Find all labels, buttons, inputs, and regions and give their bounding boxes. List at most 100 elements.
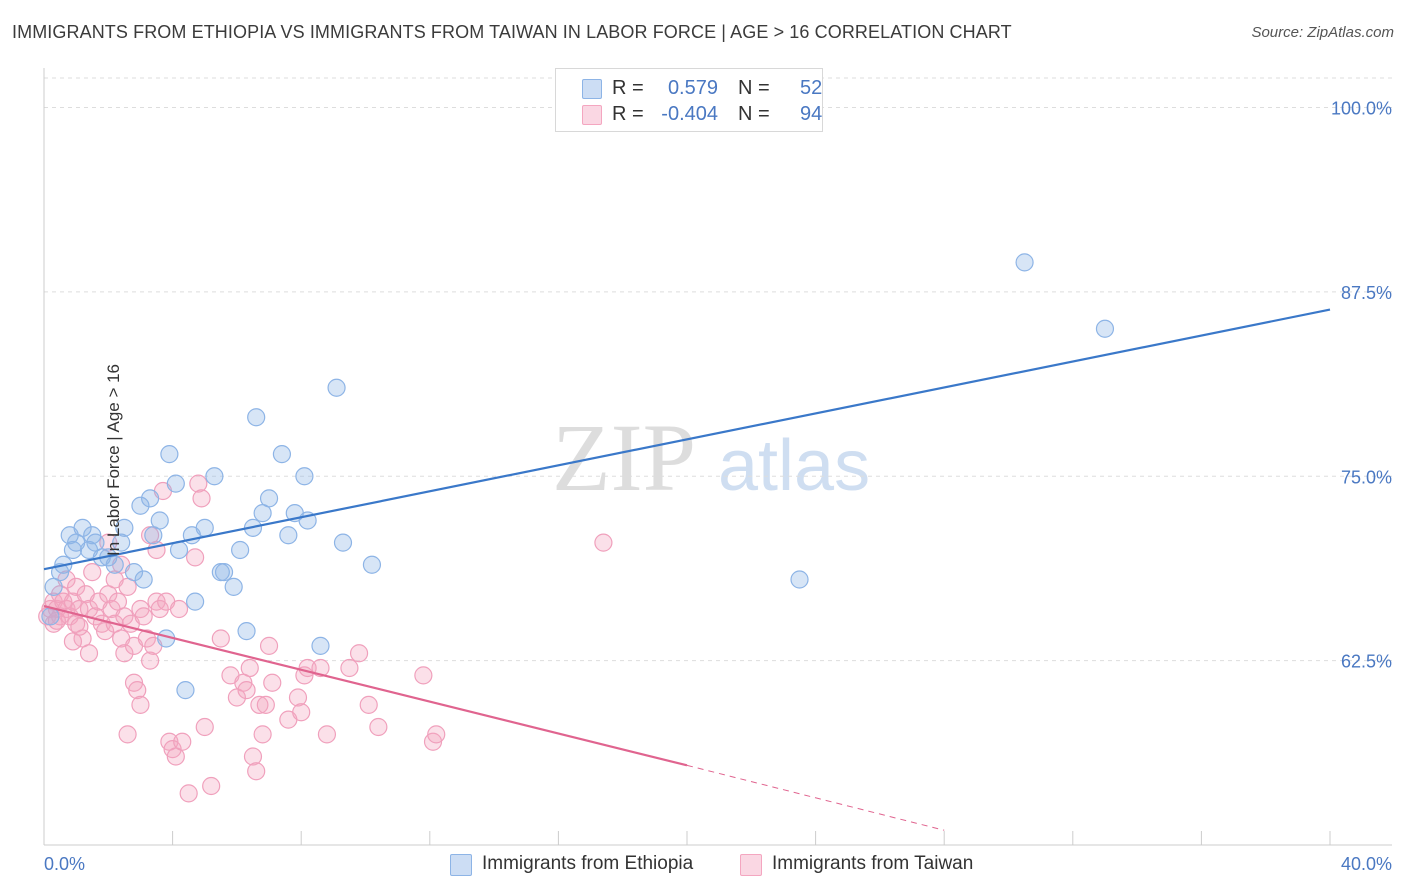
taiwan-swatch	[582, 105, 602, 125]
ethiopia-point	[112, 533, 131, 552]
ethiopia-point	[237, 622, 256, 641]
taiwan-point	[240, 658, 259, 678]
ethiopia-point	[247, 408, 266, 427]
taiwan-point	[427, 725, 446, 744]
taiwan-point	[179, 784, 198, 803]
ethiopia-point	[195, 518, 214, 537]
tick-labels: 62.5% 75.0% 87.5% 100.0% 0.0% 40.0%	[44, 99, 1392, 875]
ethiopia-point	[176, 681, 195, 700]
ethiopia-point	[272, 445, 292, 464]
taiwan-point	[118, 725, 137, 744]
x-tick-label-max: 40.0%	[1341, 854, 1392, 874]
taiwan-point	[250, 695, 269, 714]
taiwan-point	[140, 651, 160, 670]
ethiopia-point	[327, 378, 346, 397]
chart-title: IMMIGRANTS FROM ETHIOPIA VS IMMIGRANTS F…	[12, 22, 1012, 42]
taiwan-point	[259, 636, 279, 655]
y-axis-label: In Labor Force | Age > 16	[104, 363, 124, 557]
trendlines	[43, 308, 1331, 831]
taiwan-point	[134, 607, 153, 626]
taiwan-point	[202, 776, 221, 796]
y-tick-label: 100.0%	[1331, 99, 1392, 119]
taiwan-point	[95, 622, 115, 641]
taiwan-point	[211, 629, 230, 648]
trendline-taiwan	[43, 604, 688, 767]
ethiopia-point	[186, 592, 205, 611]
r-label: R =	[612, 77, 644, 99]
taiwan-point	[256, 695, 275, 714]
ethiopia-point	[140, 489, 160, 508]
taiwan-point	[359, 695, 378, 714]
taiwan-point	[63, 632, 83, 651]
legend-item-taiwan[interactable]: Immigrants from Taiwan	[740, 852, 1000, 876]
n-value: 94	[800, 103, 823, 125]
taiwan-point	[128, 681, 147, 700]
axes	[43, 68, 1392, 846]
ethiopia-point	[224, 577, 243, 596]
taiwan-point	[186, 548, 205, 567]
x-tick-label-min: 0.0%	[44, 854, 85, 874]
taiwan-point	[253, 725, 272, 744]
ethiopia-point	[105, 555, 124, 574]
ethiopia-point	[134, 570, 153, 589]
ethiopia-point	[231, 540, 250, 560]
r-value: 0.579	[667, 77, 718, 99]
stats-legend-box: R = 0.579 N = 52 R = -0.404 N = 94	[555, 68, 823, 132]
taiwan-point	[79, 644, 99, 663]
trendline-ethiopia	[43, 308, 1331, 571]
ethiopia-point	[279, 526, 298, 545]
taiwan-point	[137, 629, 156, 648]
taiwan-point	[147, 540, 166, 560]
n-label: N =	[738, 77, 770, 99]
ethiopia-point	[160, 445, 179, 464]
taiwan-point	[247, 762, 266, 781]
taiwan-point	[414, 666, 433, 685]
n-label: N =	[738, 103, 770, 125]
source-label: Source: ZipAtlas.com	[1251, 24, 1394, 41]
grid	[44, 77, 1392, 662]
r-value: -0.404	[661, 103, 718, 125]
r-label: R =	[612, 103, 644, 125]
taiwan-point	[288, 688, 308, 707]
taiwan-point	[195, 717, 214, 737]
ethiopia-point	[166, 474, 185, 493]
ethiopia-point	[115, 518, 134, 537]
taiwan-point	[594, 533, 613, 552]
legend-ethiopia-label: Immigrants from Ethiopia	[482, 853, 694, 874]
watermark-atlas: atlas	[718, 426, 870, 506]
ethiopia-point	[790, 570, 809, 589]
trendline-taiwan-extension	[686, 764, 945, 831]
taiwan-point	[263, 673, 282, 692]
taiwan-point	[83, 563, 102, 582]
ethiopia-point	[295, 467, 314, 486]
taiwan-point	[340, 658, 359, 678]
ethiopia-point	[1015, 253, 1034, 272]
ethiopia-point	[150, 511, 169, 530]
ethiopia-swatch	[582, 79, 602, 99]
ethiopia-point	[311, 636, 330, 655]
taiwan-point	[192, 489, 211, 508]
watermark-zip: ZIP	[552, 404, 696, 511]
ethiopia-point	[73, 518, 92, 537]
taiwan-point	[243, 747, 263, 766]
taiwan-point	[349, 644, 369, 663]
taiwan-point	[317, 725, 337, 744]
taiwan-point	[169, 599, 189, 619]
ethiopia-point	[205, 467, 224, 486]
ethiopia-point	[333, 533, 353, 552]
taiwan-point	[150, 599, 169, 619]
legend-item-ethiopia[interactable]: Immigrants from Ethiopia	[450, 852, 730, 876]
y-tick-label: 87.5%	[1341, 283, 1392, 303]
taiwan-point	[173, 732, 192, 751]
n-value: 52	[800, 77, 823, 99]
ethiopia-point	[1095, 319, 1115, 338]
taiwan-point	[115, 644, 134, 663]
taiwan-point	[67, 577, 86, 596]
taiwan-point	[292, 703, 311, 722]
ethiopia-point	[259, 489, 279, 508]
legend-taiwan-label: Immigrants from Taiwan	[772, 853, 974, 874]
series-taiwan-points	[38, 474, 613, 803]
ethiopia-point	[124, 563, 144, 582]
series-ethiopia-points	[41, 253, 1115, 700]
